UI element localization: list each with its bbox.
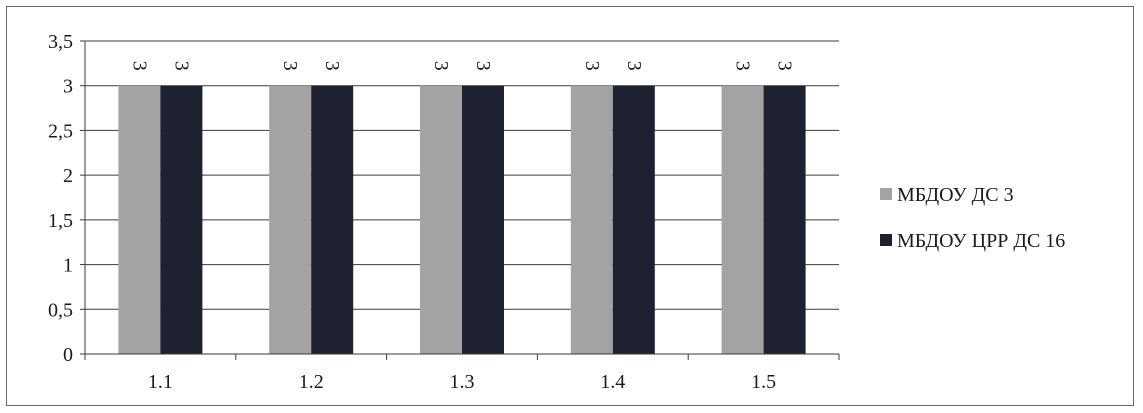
y-tick-label: 2,5 <box>48 120 73 142</box>
data-label: 3 <box>430 61 452 71</box>
data-labels: 3 3 3 3 3 3 3 3 3 3 <box>128 61 795 71</box>
bar <box>570 85 613 354</box>
x-tick-label: 1.2 <box>299 371 324 393</box>
data-label: 3 <box>170 61 192 71</box>
y-tick-label: 1,5 <box>48 210 73 232</box>
y-tick-label: 3,5 <box>48 31 73 53</box>
bar <box>269 85 312 354</box>
data-label: 3 <box>279 61 301 71</box>
y-tick-label: 2 <box>63 165 73 187</box>
x-tick-label: 1.3 <box>450 371 475 393</box>
legend-swatch <box>880 188 892 200</box>
data-label: 3 <box>581 61 603 71</box>
legend-swatch <box>880 234 892 246</box>
data-label: 3 <box>321 61 343 71</box>
x-tick-label: 1.5 <box>751 371 776 393</box>
bar <box>763 85 806 354</box>
x-tick-label: 1.4 <box>600 371 625 393</box>
data-label: 3 <box>623 61 645 71</box>
y-tick-label: 1 <box>63 255 73 277</box>
x-tick-label: 1.1 <box>148 371 173 393</box>
data-label: 3 <box>774 61 796 71</box>
y-tick-label: 0,5 <box>48 299 73 321</box>
legend: МБДОУ ДС 3 МБДОУ ЦРР ДС 16 <box>880 184 1065 252</box>
y-tick-label: 0 <box>63 344 73 366</box>
bar <box>160 85 203 354</box>
bars <box>118 85 806 354</box>
y-tick-label: 3 <box>63 76 73 98</box>
bar <box>612 85 655 354</box>
legend-label: МБДОУ ДС 3 <box>897 184 1014 206</box>
data-label: 3 <box>128 61 150 71</box>
data-label: 3 <box>732 61 754 71</box>
axes: 0 0,5 1 1,5 2 2,5 3 3,5 1.1 1.2 1.3 1.4 1.5 <box>48 31 840 393</box>
data-label: 3 <box>472 61 494 71</box>
bar <box>420 85 462 354</box>
bar <box>311 85 354 354</box>
bar <box>118 85 161 354</box>
bar <box>721 85 764 354</box>
bar <box>462 85 504 354</box>
legend-label: МБДОУ ЦРР ДС 16 <box>897 230 1065 252</box>
